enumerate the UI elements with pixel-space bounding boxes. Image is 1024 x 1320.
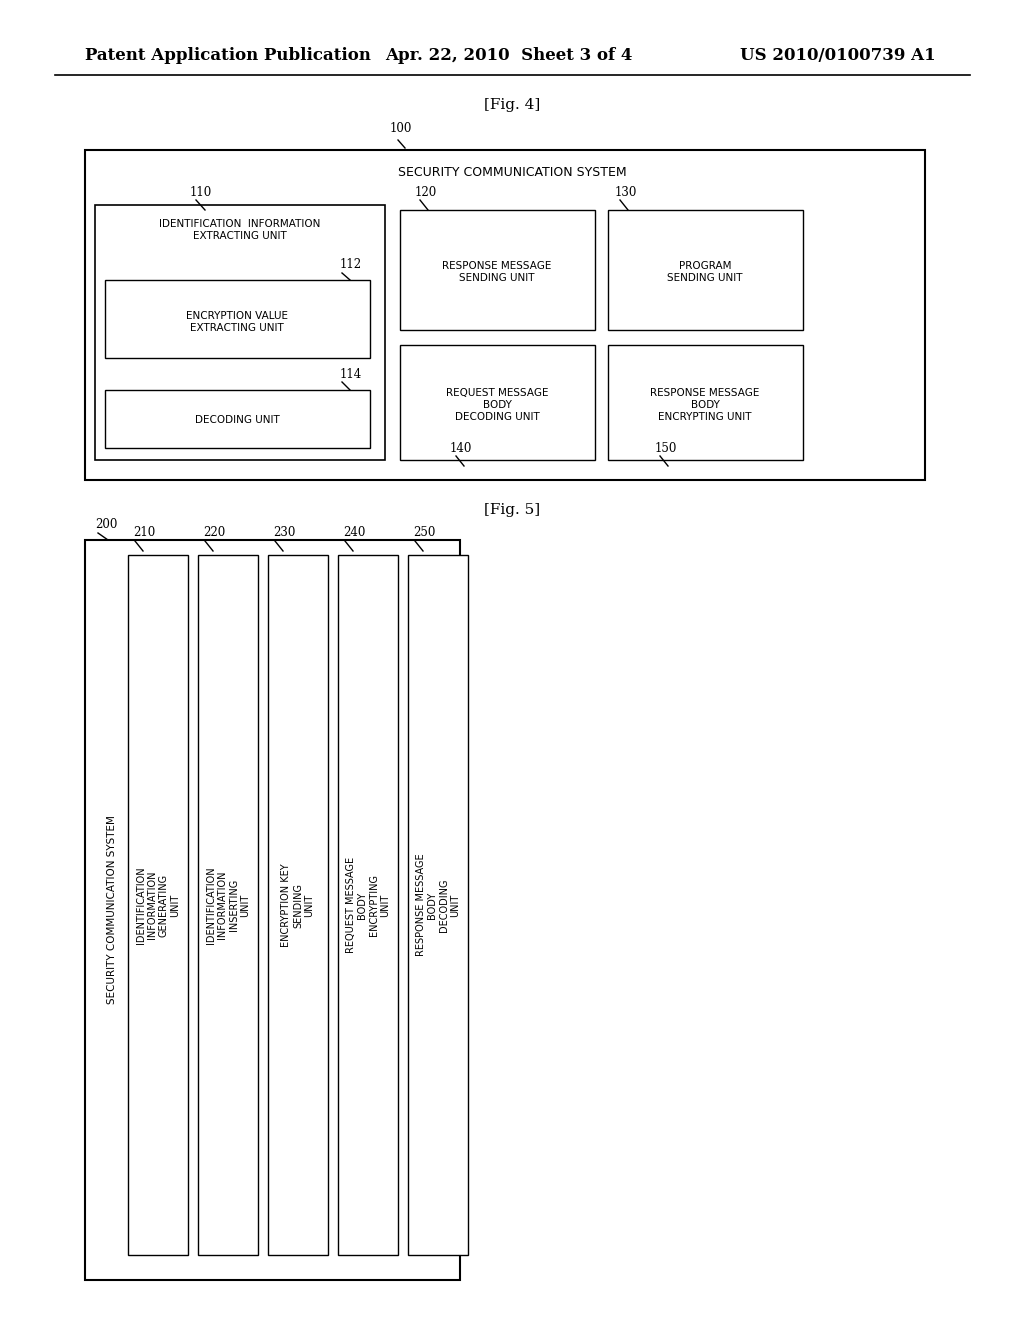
Text: 230: 230 bbox=[273, 527, 295, 540]
Text: REQUEST MESSAGE
BODY
DECODING UNIT: REQUEST MESSAGE BODY DECODING UNIT bbox=[445, 388, 548, 421]
Text: IDENTIFICATION
INFORMATION
GENERATING
UNIT: IDENTIFICATION INFORMATION GENERATING UN… bbox=[135, 866, 180, 944]
Text: 110: 110 bbox=[190, 186, 212, 199]
Text: ENCRYPTION VALUE
EXTRACTING UNIT: ENCRYPTION VALUE EXTRACTING UNIT bbox=[186, 312, 288, 333]
Bar bbox=[338, 554, 398, 1255]
Text: 130: 130 bbox=[615, 186, 637, 199]
Bar bbox=[105, 280, 370, 358]
Text: 140: 140 bbox=[450, 441, 472, 454]
Bar bbox=[105, 389, 370, 447]
Text: [Fig. 5]: [Fig. 5] bbox=[484, 503, 540, 517]
Bar bbox=[400, 345, 595, 459]
Text: IDENTIFICATION  INFORMATION
EXTRACTING UNIT: IDENTIFICATION INFORMATION EXTRACTING UN… bbox=[160, 219, 321, 240]
Text: RESPONSE MESSAGE
BODY
DECODING
UNIT: RESPONSE MESSAGE BODY DECODING UNIT bbox=[416, 854, 461, 956]
Bar bbox=[268, 554, 328, 1255]
Text: 200: 200 bbox=[95, 519, 118, 532]
Text: 220: 220 bbox=[203, 527, 225, 540]
Text: 210: 210 bbox=[133, 527, 156, 540]
Text: RESPONSE MESSAGE
BODY
ENCRYPTING UNIT: RESPONSE MESSAGE BODY ENCRYPTING UNIT bbox=[650, 388, 760, 421]
Bar bbox=[85, 150, 925, 480]
Text: US 2010/0100739 A1: US 2010/0100739 A1 bbox=[740, 46, 936, 63]
Text: 114: 114 bbox=[340, 368, 362, 381]
Text: 120: 120 bbox=[415, 186, 437, 199]
Text: IDENTIFICATION
INFORMATION
INSERTING
UNIT: IDENTIFICATION INFORMATION INSERTING UNI… bbox=[206, 866, 251, 944]
Text: ENCRYPTION KEY
SENDING
UNIT: ENCRYPTION KEY SENDING UNIT bbox=[282, 863, 314, 946]
Text: SECURITY COMMUNICATION SYSTEM: SECURITY COMMUNICATION SYSTEM bbox=[397, 165, 627, 178]
Text: 150: 150 bbox=[655, 441, 677, 454]
Bar bbox=[408, 554, 468, 1255]
Bar bbox=[400, 210, 595, 330]
Text: SECURITY COMMUNICATION SYSTEM: SECURITY COMMUNICATION SYSTEM bbox=[106, 816, 117, 1005]
Bar bbox=[128, 554, 188, 1255]
Text: [Fig. 4]: [Fig. 4] bbox=[484, 98, 540, 112]
Bar bbox=[85, 540, 460, 1280]
Text: REQUEST MESSAGE
BODY
ENCRYPTING
UNIT: REQUEST MESSAGE BODY ENCRYPTING UNIT bbox=[346, 857, 390, 953]
Bar bbox=[198, 554, 258, 1255]
Bar bbox=[95, 205, 385, 459]
Text: 240: 240 bbox=[343, 527, 366, 540]
Bar bbox=[608, 210, 803, 330]
Text: 250: 250 bbox=[413, 527, 435, 540]
Text: 112: 112 bbox=[340, 259, 362, 272]
Text: PROGRAM
SENDING UNIT: PROGRAM SENDING UNIT bbox=[668, 261, 742, 282]
Text: Apr. 22, 2010  Sheet 3 of 4: Apr. 22, 2010 Sheet 3 of 4 bbox=[385, 46, 633, 63]
Text: Patent Application Publication: Patent Application Publication bbox=[85, 46, 371, 63]
Text: RESPONSE MESSAGE
SENDING UNIT: RESPONSE MESSAGE SENDING UNIT bbox=[442, 261, 552, 282]
Bar bbox=[608, 345, 803, 459]
Text: 100: 100 bbox=[390, 121, 413, 135]
Text: DECODING UNIT: DECODING UNIT bbox=[195, 414, 280, 425]
